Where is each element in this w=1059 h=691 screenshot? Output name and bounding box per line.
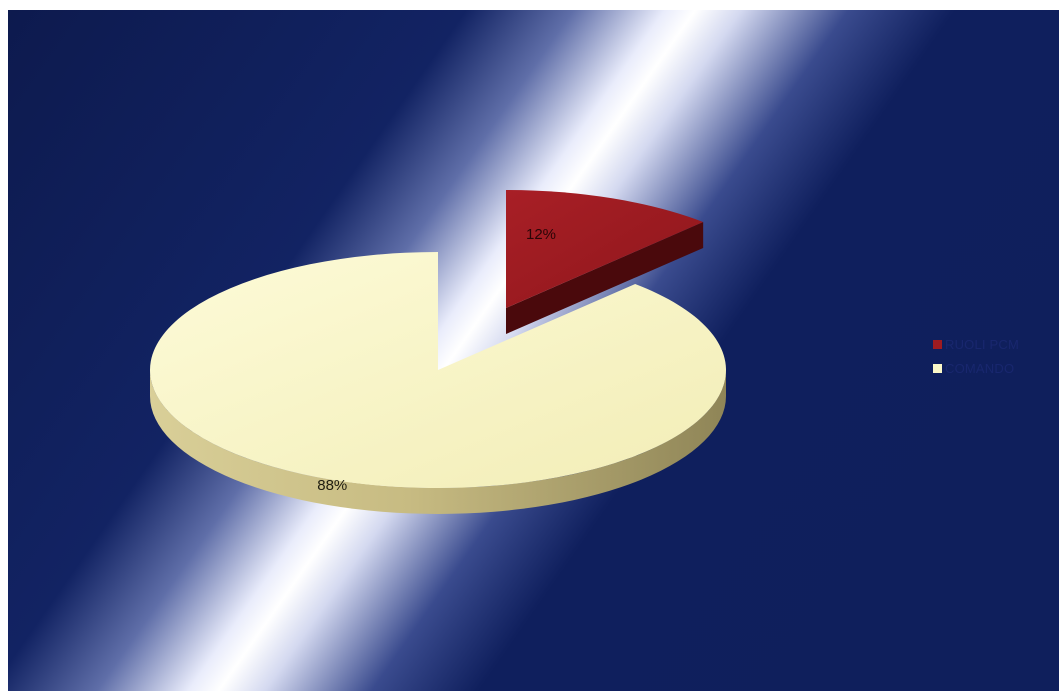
pie-slice-comando-top <box>150 252 727 489</box>
pie-slice-ruoli-pcm-inner-face <box>506 221 704 334</box>
chart-area: 88% 12% RUOLI PCM COMANDO <box>8 10 1059 691</box>
data-label-comando: 88% <box>317 477 347 494</box>
legend-swatch-ruoli-pcm <box>933 339 942 349</box>
chart-legend: RUOLI PCM COMANDO <box>933 332 1059 380</box>
legend-swatch-comando <box>933 363 942 373</box>
data-label-ruoli-pcm: 12% <box>526 226 556 243</box>
pie-slice-comando: 88% <box>150 252 727 514</box>
pie-slice-ruoli-pcm-top <box>506 190 704 308</box>
legend-item-comando: COMANDO <box>933 356 1059 380</box>
pie-slice-comando-side <box>150 370 726 514</box>
legend-label-ruoli-pcm: RUOLI PCM <box>945 336 1020 352</box>
legend-item-ruoli-pcm: RUOLI PCM <box>933 332 1059 356</box>
legend-label-comando: COMANDO <box>945 360 1015 376</box>
pie-slice-ruoli-pcm: 12% <box>506 190 704 334</box>
pie-chart: 88% 12% <box>150 190 727 514</box>
